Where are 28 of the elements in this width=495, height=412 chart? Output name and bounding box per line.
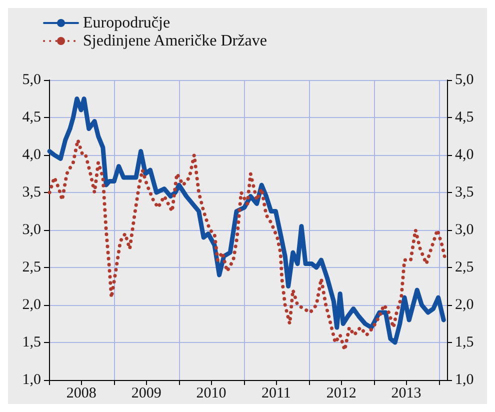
- y2-tick-label: 1,5: [455, 334, 474, 350]
- y-tick-label: 4,5: [22, 110, 41, 126]
- x-tick-label: 2010: [196, 386, 226, 402]
- y2-tick-label: 3,5: [455, 184, 474, 200]
- line-series: [48, 138, 446, 352]
- y-tick-label: 2,5: [22, 260, 41, 276]
- x-tick-label: 2013: [391, 386, 422, 402]
- x-tick-label: 2008: [66, 386, 96, 402]
- y-tick-label: 4,0: [22, 147, 41, 163]
- y-tick-label: 3,5: [22, 184, 41, 200]
- y2-tick-label: 2,5: [455, 260, 474, 276]
- y2-tick-label: 3,0: [455, 222, 474, 238]
- y2-tick-label: 1,0: [455, 372, 474, 388]
- y2-tick-label: 4,5: [455, 110, 474, 126]
- y-tick-label: 3,0: [22, 222, 41, 238]
- y-tick-label: 5,0: [22, 72, 41, 88]
- y2-tick-label: 2,0: [455, 297, 474, 313]
- line-series: [47, 96, 446, 345]
- y-tick-label: 1,5: [22, 334, 41, 350]
- x-tick-label: 2009: [131, 386, 162, 402]
- legend-label: Europodručje: [83, 14, 170, 32]
- x-tick-label: 2011: [261, 386, 291, 402]
- y2-tick-label: 5,0: [455, 72, 474, 88]
- y-tick-label: 1,0: [22, 372, 41, 388]
- y2-tick-label: 4,0: [455, 147, 474, 163]
- legend-label: Sjedinjene Američke Države: [83, 32, 267, 50]
- y-tick-label: 2,0: [22, 297, 41, 313]
- x-tick-label: 2012: [326, 386, 356, 402]
